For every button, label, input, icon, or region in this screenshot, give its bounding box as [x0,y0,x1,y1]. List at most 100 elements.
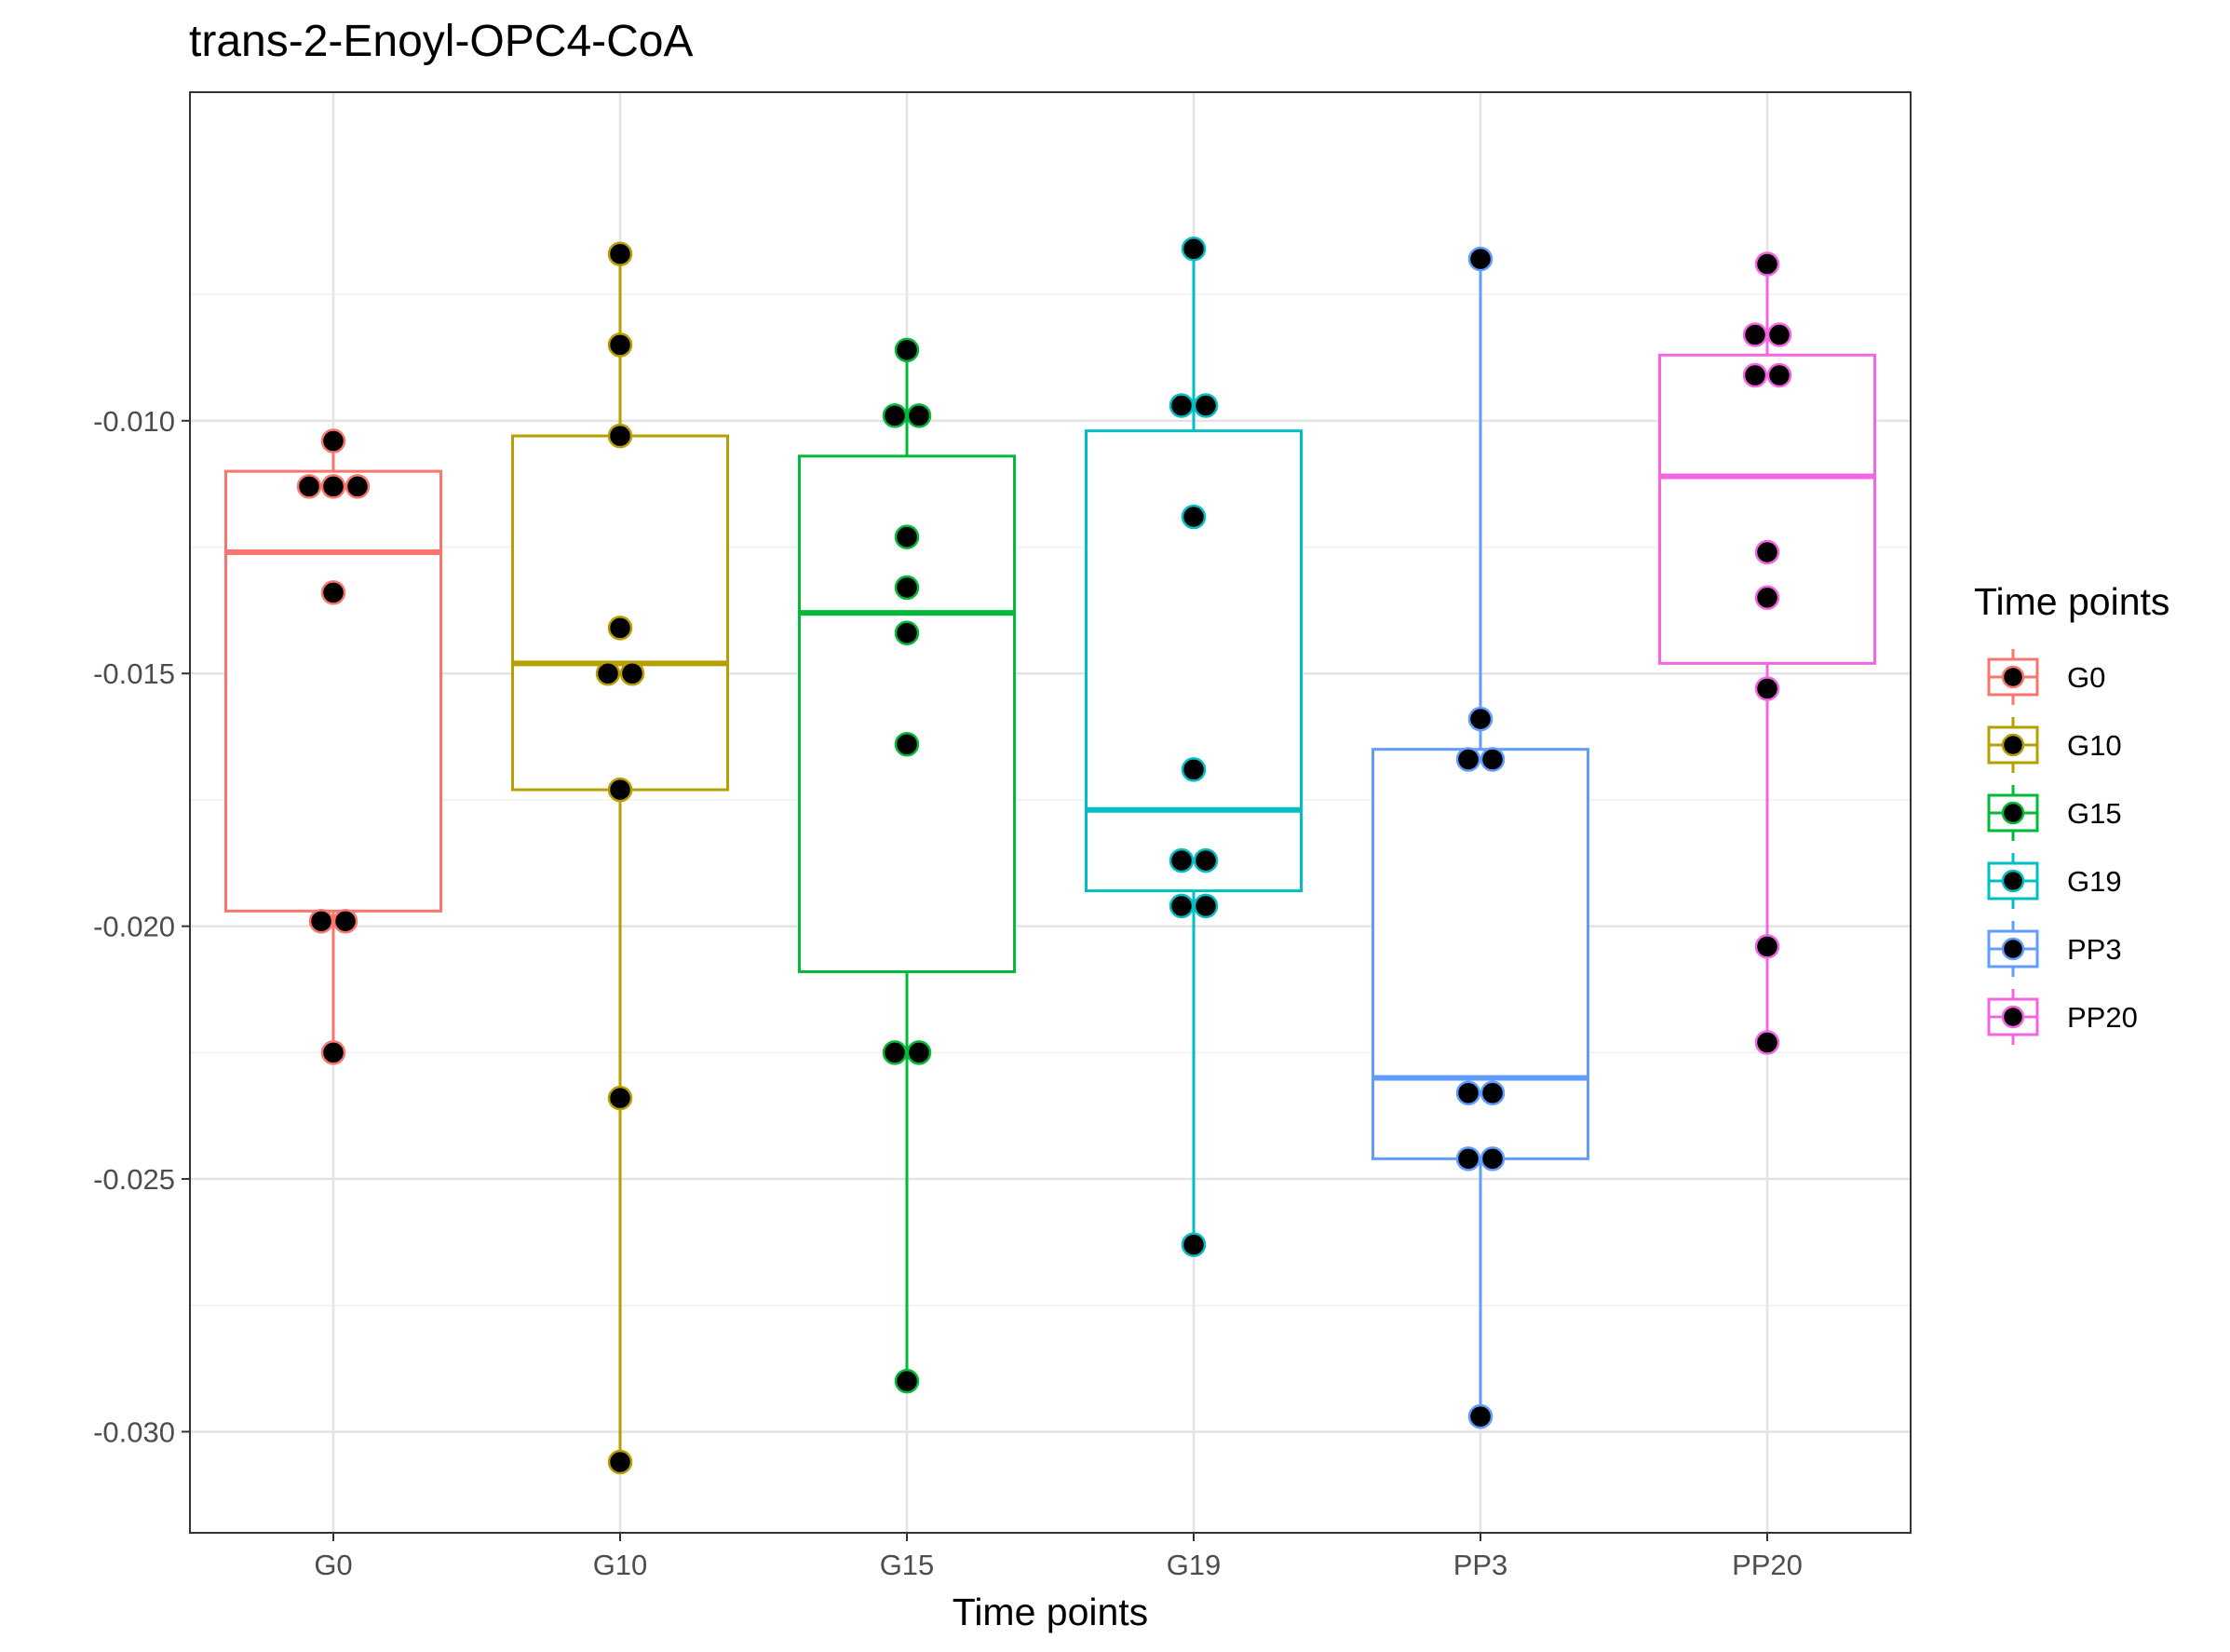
data-point-G15 [906,403,932,428]
data-point-G10 [607,616,633,641]
data-point-PP3 [1467,246,1493,272]
data-point-G0 [320,580,346,605]
data-point-G15 [906,1040,932,1065]
data-point-G15 [894,337,920,363]
x-tick-label: G15 [880,1549,935,1581]
y-tick-label: -0.015 [93,657,175,690]
plot-panel-border [189,91,1912,1534]
data-point-G10 [595,660,621,686]
x-axis-title: Time points [953,1591,1148,1633]
data-point-G15 [894,524,920,549]
legend-label: G0 [2067,661,2105,694]
data-point-G10 [607,423,633,449]
legend-title: Time points [1974,580,2169,623]
data-point-PP3 [1480,1080,1506,1106]
data-point-PP20 [1754,585,1780,611]
y-tick-label: -0.020 [93,911,175,943]
data-point-G10 [607,1085,633,1111]
data-point-PP3 [1480,1146,1506,1171]
data-point-G0 [332,908,358,934]
legend-key-point [2001,801,2025,825]
x-tick-label: G10 [593,1549,648,1581]
legend-label: G15 [2067,797,2122,830]
data-point-G19 [1169,847,1195,873]
data-point-G15 [882,403,908,428]
data-point-G0 [320,474,346,499]
box-PP20 [1658,264,1876,1043]
data-point-G15 [894,731,920,757]
legend-item-G0: G0 [1987,649,2105,705]
legend-key-point [2001,1005,2025,1029]
data-point-PP20 [1754,251,1780,277]
data-point-PP20 [1754,676,1780,701]
data-point-PP3 [1467,706,1493,732]
data-point-G15 [894,575,920,601]
data-point-G10 [607,241,633,266]
data-point-PP3 [1455,1080,1481,1106]
data-point-G10 [607,332,633,358]
legend-key-point [2001,733,2025,757]
data-point-G0 [320,428,346,454]
box-body [1658,353,1876,665]
chart-title: trans-2-Enoyl-OPC4-CoA [189,17,694,66]
box-G0 [224,440,442,1053]
x-tick-label: G19 [1167,1549,1222,1581]
data-point-PP20 [1766,322,1792,347]
points-layer [296,237,1792,1475]
legend-item-G19: G19 [1987,853,2122,909]
data-point-G19 [1181,237,1207,262]
plot-panel [190,92,1911,1533]
data-point-PP20 [1754,934,1780,959]
legend-item-G15: G15 [1987,785,2122,841]
data-point-G0 [296,474,322,499]
data-point-G15 [894,1368,920,1394]
legend: Time points G0 G10 G15 G19 PP3 PP20 [1974,580,2169,1045]
legend-item-PP20: PP20 [1987,989,2138,1045]
data-point-G19 [1193,893,1219,919]
data-point-G19 [1193,847,1219,873]
box-body [1372,748,1589,1160]
box-body [224,469,442,913]
legend-key-point [2001,937,2025,961]
data-point-G19 [1181,1232,1207,1257]
legend-label: G10 [2067,729,2122,762]
y-tick-label: -0.010 [93,405,175,438]
data-point-PP20 [1742,322,1768,347]
data-point-G19 [1169,893,1195,919]
data-point-PP3 [1467,1403,1493,1429]
y-tick-label: -0.030 [93,1415,175,1448]
data-point-G19 [1169,393,1195,418]
data-point-G19 [1193,393,1219,418]
y-tick-label: -0.025 [93,1163,175,1196]
data-point-G10 [607,777,633,803]
legend-label: G19 [2067,865,2122,898]
data-point-G19 [1181,757,1207,782]
legend-item-PP3: PP3 [1987,921,2122,977]
box-G10 [511,253,729,1463]
data-point-G0 [320,1040,346,1065]
data-point-G0 [308,908,334,934]
x-tick-label: PP3 [1453,1549,1508,1581]
x-axis: G0 G10 G15 G19 PP3 PP20 [314,1533,1803,1581]
data-point-PP3 [1455,747,1481,772]
legend-label: PP3 [2067,933,2122,966]
box-body [511,434,729,792]
legend-key-point [2001,665,2025,689]
data-point-G15 [882,1040,908,1065]
legend-label: PP20 [2067,1001,2138,1034]
data-point-PP20 [1742,362,1768,388]
data-point-PP20 [1766,362,1792,388]
data-point-PP20 [1754,539,1780,565]
data-point-PP3 [1455,1146,1481,1171]
data-point-PP3 [1480,747,1506,772]
legend-item-G10: G10 [1987,717,2122,773]
legend-key-point [2001,869,2025,893]
data-point-G15 [894,620,920,646]
y-axis: -0.010 -0.015 -0.020 -0.025 -0.030 [93,405,190,1448]
data-point-PP20 [1754,1030,1780,1055]
box-PP3 [1372,259,1589,1417]
data-point-G10 [619,660,645,686]
box-body [1085,429,1303,893]
data-point-G10 [607,1449,633,1475]
